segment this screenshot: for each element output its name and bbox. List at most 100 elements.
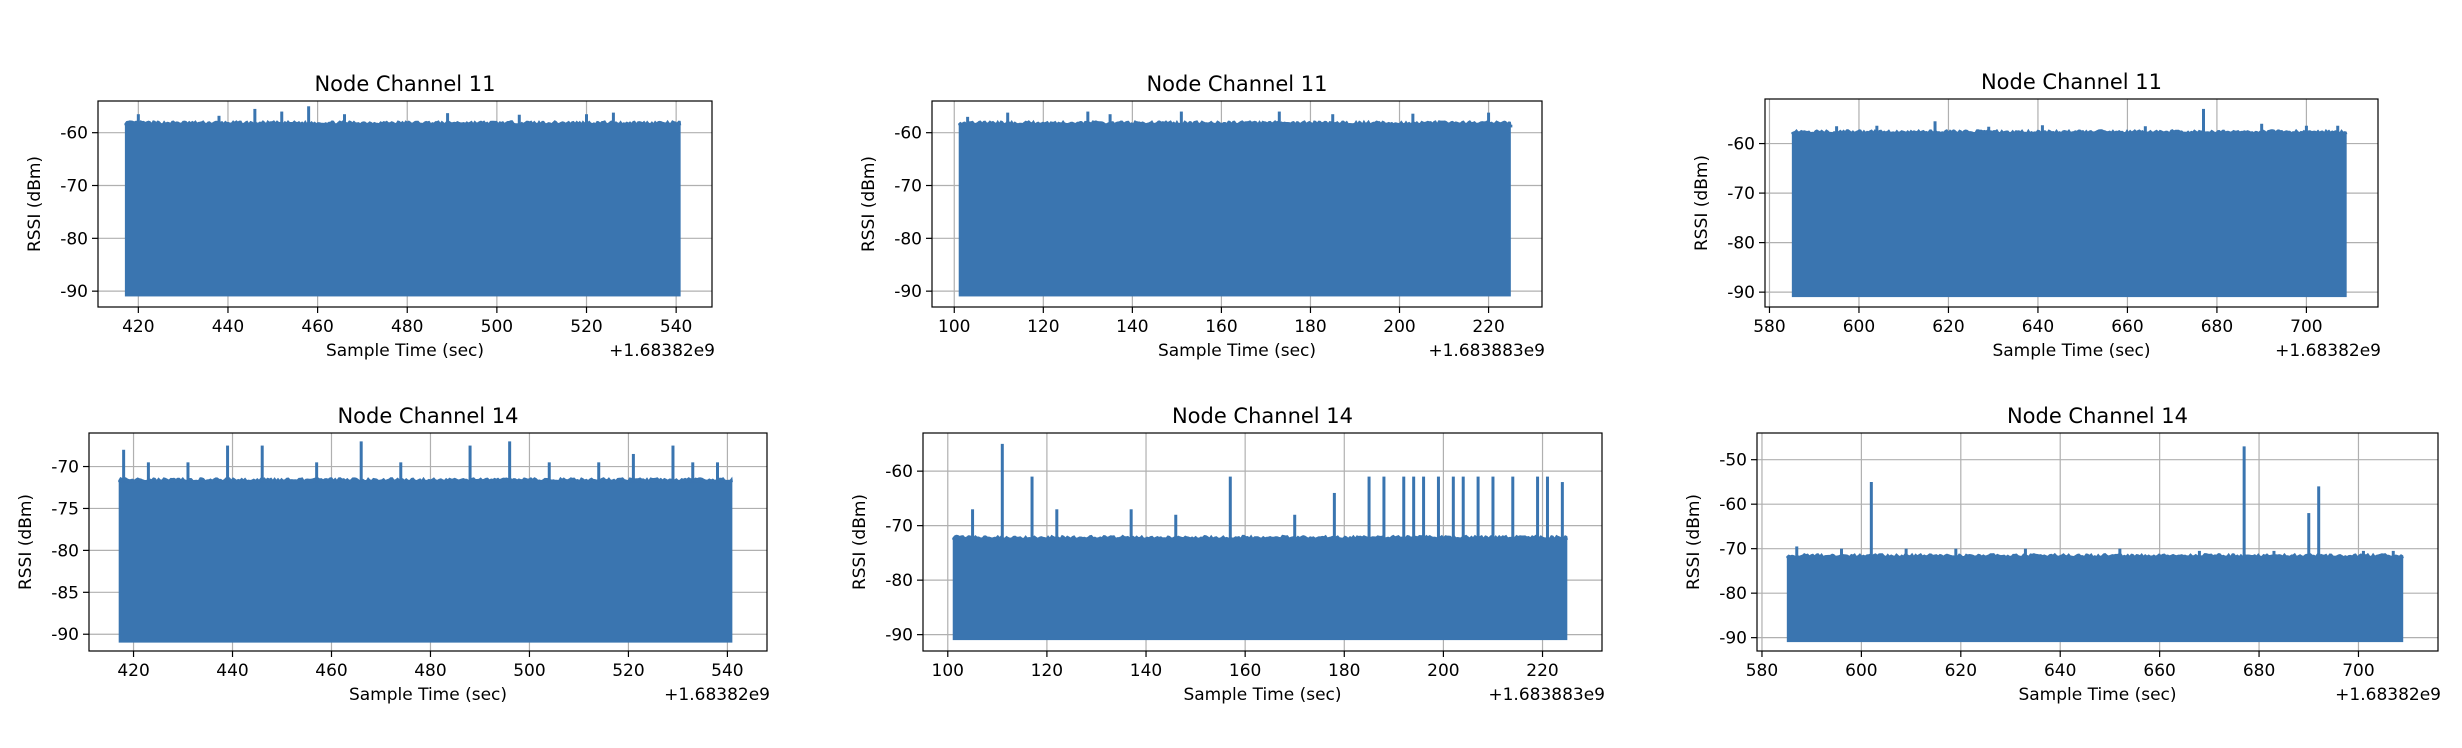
y-tick-label: -70 bbox=[894, 177, 922, 197]
chart-title: Node Channel 14 bbox=[1172, 404, 1353, 428]
x-axis-label: Sample Time (sec) bbox=[326, 341, 484, 361]
series-band bbox=[118, 481, 733, 643]
chart-panel: 420 440 460 480 500 520 540 -70 -75 -80 -85 -90 Node… bbox=[16, 404, 770, 705]
x-offset-label: +1.68382e9 bbox=[2335, 685, 2441, 705]
x-axis-label: Sample Time (sec) bbox=[1183, 685, 1341, 705]
x-tick-label: 120 bbox=[1027, 317, 1059, 337]
x-tick-label: 180 bbox=[1328, 661, 1360, 681]
chart-panel: 420 440 460 480 500 520 540 -60 -70 -80 -90 Node Ch… bbox=[25, 72, 715, 361]
x-axis-label: Sample Time (sec) bbox=[2018, 685, 2176, 705]
x-tick-label: 420 bbox=[122, 317, 154, 337]
x-tick-label: 160 bbox=[1205, 317, 1237, 337]
plot-frame bbox=[1756, 432, 2439, 652]
chart-panel: 100 120 140 160 180 200 220 -60 -70 -80 -90 Node Ch… bbox=[850, 404, 1605, 705]
x-tick-label: 600 bbox=[1843, 317, 1875, 337]
x-tick-label: 460 bbox=[315, 661, 347, 681]
y-tick-label: -60 bbox=[60, 124, 88, 144]
x-tick-label: 660 bbox=[2143, 661, 2175, 681]
y-tick-label: -70 bbox=[51, 458, 79, 478]
series-band bbox=[1791, 133, 2347, 298]
y-axis-label: RSSI (dBm) bbox=[1692, 155, 1712, 251]
x-axis-label: Sample Time (sec) bbox=[1992, 341, 2150, 361]
x-tick-label: 680 bbox=[2201, 317, 2233, 337]
y-tick-label: -90 bbox=[51, 625, 79, 645]
x-tick-label: 500 bbox=[513, 661, 545, 681]
x-tick-label: 580 bbox=[1746, 661, 1778, 681]
y-tick-label: -85 bbox=[51, 583, 79, 603]
y-tick-label: -60 bbox=[1719, 495, 1747, 515]
series-noise-edge bbox=[1791, 128, 2348, 135]
y-tick-label: -70 bbox=[885, 517, 913, 537]
x-tick-label: 640 bbox=[2044, 661, 2076, 681]
series-noise-edge bbox=[118, 476, 733, 483]
chart-panel: 100 120 140 160 180 200 220 -60 -70 -80 -90 Node Ch… bbox=[859, 72, 1545, 361]
x-offset-label: +1.68382e9 bbox=[664, 685, 770, 705]
y-axis-label: RSSI (dBm) bbox=[16, 494, 36, 590]
x-axis-label: Sample Time (sec) bbox=[1158, 341, 1316, 361]
series-noise-edge bbox=[952, 534, 1568, 540]
plot-frame bbox=[1764, 98, 2379, 308]
y-tick-label: -90 bbox=[1719, 629, 1747, 649]
x-axis-label: Sample Time (sec) bbox=[349, 685, 507, 705]
plot-frame bbox=[97, 100, 713, 308]
x-tick-label: 140 bbox=[1116, 317, 1148, 337]
y-tick-label: -80 bbox=[60, 229, 88, 249]
chart-panel: 580 600 620 640 660 680 700 -60 -70 -80 -90 Node Ch… bbox=[1692, 70, 2381, 361]
x-tick-label: 620 bbox=[1945, 661, 1977, 681]
x-tick-label: 540 bbox=[660, 317, 692, 337]
chart-title: Node Channel 14 bbox=[337, 404, 518, 428]
x-tick-label: 120 bbox=[1031, 661, 1063, 681]
chart-title: Node Channel 11 bbox=[314, 72, 495, 96]
x-tick-label: 580 bbox=[1753, 317, 1785, 337]
chart-panel: 580 600 620 640 660 680 700 -50 -60 -70 -80 -90 Node… bbox=[1684, 404, 2441, 705]
x-tick-label: 200 bbox=[1383, 317, 1415, 337]
y-tick-label: -80 bbox=[51, 541, 79, 561]
x-tick-label: 680 bbox=[2243, 661, 2275, 681]
y-tick-label: -90 bbox=[885, 626, 913, 646]
x-tick-label: 520 bbox=[612, 661, 644, 681]
x-tick-label: 160 bbox=[1229, 661, 1261, 681]
chart-title: Node Channel 14 bbox=[2007, 404, 2188, 428]
x-tick-label: 220 bbox=[1526, 661, 1558, 681]
y-tick-label: -90 bbox=[894, 282, 922, 302]
series-band bbox=[124, 124, 681, 297]
x-tick-label: 660 bbox=[2111, 317, 2143, 337]
plot-frame bbox=[931, 100, 1543, 308]
x-offset-label: +1.68382e9 bbox=[609, 341, 715, 361]
y-tick-label: -80 bbox=[894, 229, 922, 249]
x-tick-label: 520 bbox=[570, 317, 602, 337]
plot-frame bbox=[922, 432, 1603, 652]
y-axis-label: RSSI (dBm) bbox=[850, 494, 870, 590]
y-axis-label: RSSI (dBm) bbox=[25, 156, 45, 252]
y-tick-label: -50 bbox=[1719, 451, 1747, 471]
series-noise-edge bbox=[124, 119, 682, 126]
y-axis-label: RSSI (dBm) bbox=[1684, 494, 1704, 590]
x-tick-label: 100 bbox=[932, 661, 964, 681]
x-tick-label: 460 bbox=[301, 317, 333, 337]
x-tick-label: 100 bbox=[938, 317, 970, 337]
y-tick-label: -70 bbox=[60, 177, 88, 197]
chart-title: Node Channel 11 bbox=[1146, 72, 1327, 96]
series-band bbox=[952, 539, 1568, 641]
x-tick-label: 440 bbox=[216, 661, 248, 681]
y-tick-label: -75 bbox=[51, 499, 79, 519]
x-tick-label: 480 bbox=[391, 317, 423, 337]
x-tick-label: 480 bbox=[414, 661, 446, 681]
x-tick-label: 500 bbox=[481, 317, 513, 337]
x-tick-label: 220 bbox=[1472, 317, 1504, 337]
y-tick-label: -90 bbox=[1727, 283, 1755, 303]
x-tick-label: 700 bbox=[2342, 661, 2374, 681]
series-band bbox=[958, 124, 1511, 297]
y-tick-label: -60 bbox=[885, 462, 913, 482]
plot-frame bbox=[88, 432, 768, 652]
x-offset-label: +1.683883e9 bbox=[1428, 341, 1545, 361]
series-band bbox=[1786, 557, 2404, 643]
y-axis-label: RSSI (dBm) bbox=[859, 156, 879, 252]
x-tick-label: 180 bbox=[1294, 317, 1326, 337]
x-tick-label: 620 bbox=[1932, 317, 1964, 337]
x-tick-label: 540 bbox=[711, 661, 743, 681]
x-tick-label: 140 bbox=[1130, 661, 1162, 681]
x-tick-label: 700 bbox=[2290, 317, 2322, 337]
x-offset-label: +1.683883e9 bbox=[1488, 685, 1605, 705]
series-noise-edge bbox=[958, 119, 1512, 126]
